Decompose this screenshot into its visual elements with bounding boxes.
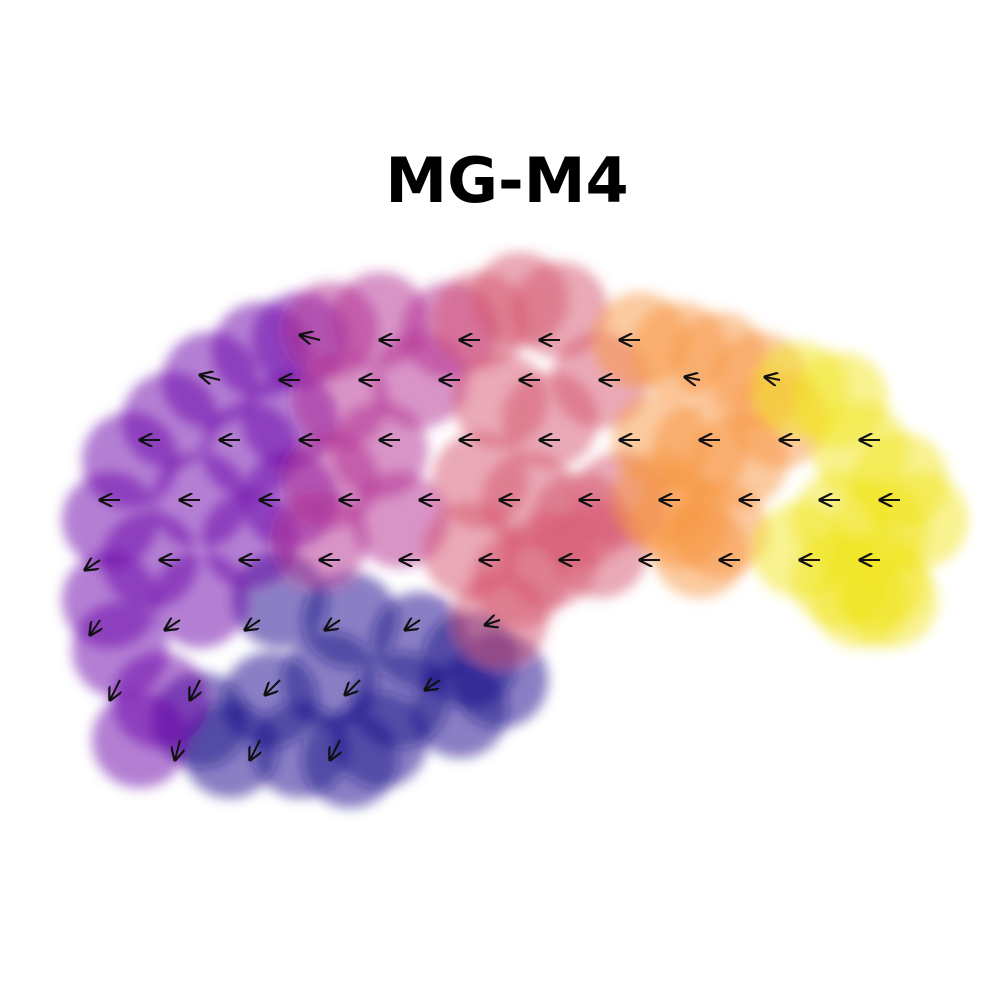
- points: [62, 252, 968, 808]
- velocity-arrow: [425, 680, 441, 690]
- velocity-arrow: [165, 620, 181, 630]
- velocity-arrow: [245, 620, 261, 630]
- velocity-arrow: [345, 679, 361, 695]
- velocity-arrow: [110, 679, 120, 700]
- velocity-arrow: [685, 377, 701, 380]
- point: [842, 552, 938, 648]
- point: [652, 502, 748, 598]
- velocity-arrow: [200, 375, 221, 380]
- chart-title: MG-M4: [385, 144, 628, 217]
- velocity-arrow: [405, 620, 421, 630]
- velocity-arrows: [85, 335, 900, 760]
- point: [272, 492, 368, 588]
- point: [512, 262, 608, 358]
- velocity-arrow: [190, 679, 200, 700]
- velocity-arrow: [85, 560, 101, 570]
- velocity-arrow: [250, 739, 260, 760]
- velocity-arrow: [765, 377, 781, 380]
- point: [92, 692, 188, 788]
- velocity-arrow: [325, 620, 341, 630]
- velocity-arrow: [330, 739, 340, 760]
- velocity-arrow: [485, 620, 501, 625]
- velocity-arrow: [175, 739, 180, 760]
- velocity-arrow: [265, 679, 281, 695]
- velocity-arrow: [300, 335, 321, 340]
- point: [332, 692, 428, 788]
- velocity-arrow: [90, 619, 100, 635]
